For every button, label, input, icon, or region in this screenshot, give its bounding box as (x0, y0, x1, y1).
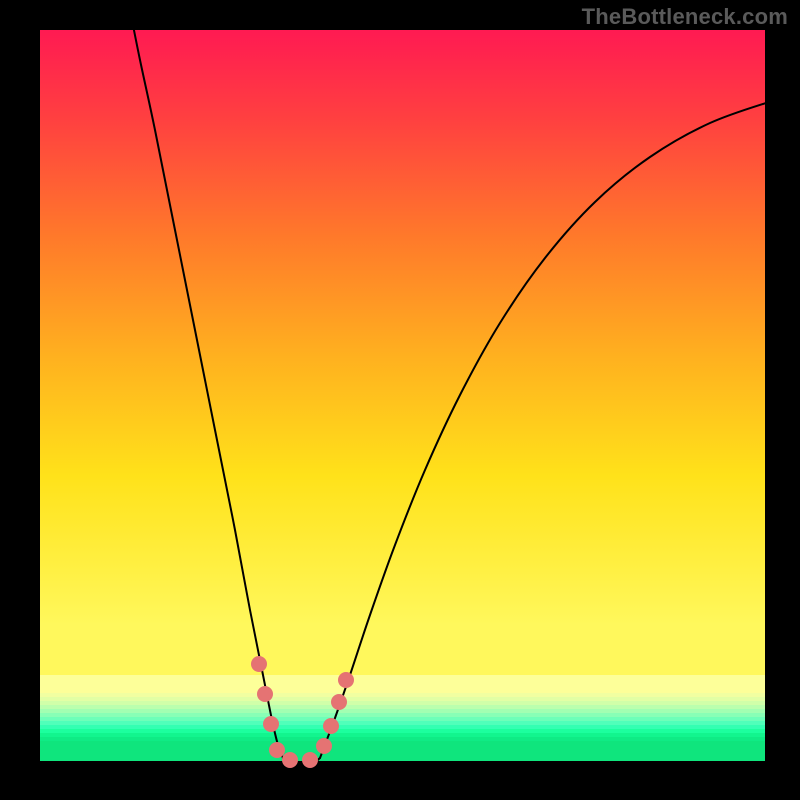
bottleneck-curve (40, 30, 765, 765)
chart-root: TheBottleneck.com (0, 0, 800, 800)
watermark-text: TheBottleneck.com (582, 4, 788, 30)
curve-marker (323, 718, 339, 734)
curve-marker (331, 694, 347, 710)
curve-marker (282, 752, 298, 768)
plot-area (40, 30, 765, 765)
curve-left (130, 30, 283, 758)
curve-marker (316, 738, 332, 754)
curve-marker (263, 716, 279, 732)
curve-marker (302, 752, 318, 768)
curve-right (320, 100, 765, 758)
curve-marker (257, 686, 273, 702)
curve-marker (251, 656, 267, 672)
curve-marker (338, 672, 354, 688)
